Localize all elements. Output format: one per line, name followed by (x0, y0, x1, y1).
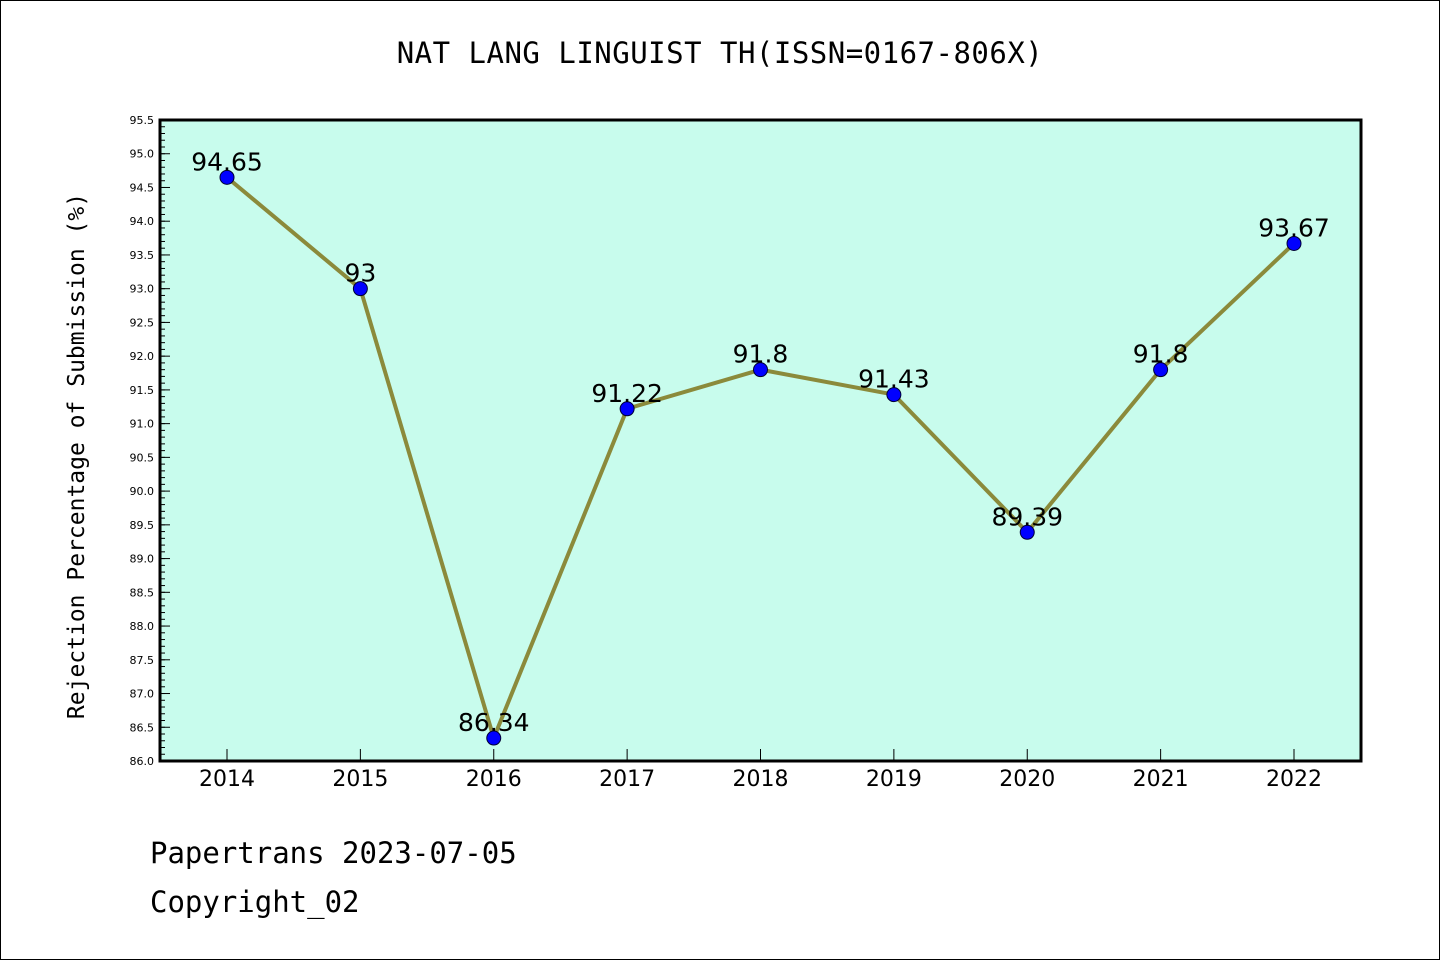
y-tick-label: 91.0 (130, 418, 155, 431)
data-label: 94.65 (191, 147, 263, 176)
plot-area (158, 118, 1363, 763)
data-label: 91.22 (591, 379, 663, 408)
y-tick-label: 92.0 (130, 350, 155, 363)
x-tick-label: 2022 (1266, 767, 1322, 792)
y-tick-label: 87.0 (130, 688, 155, 701)
y-tick-label: 93.0 (130, 283, 155, 296)
data-label: 86.34 (458, 708, 530, 737)
y-tick-label: 94.5 (130, 181, 155, 194)
data-point (1286, 235, 1302, 251)
data-point (1153, 362, 1169, 378)
y-tick-label: 95.5 (130, 114, 155, 127)
data-label: 91.8 (733, 340, 789, 369)
x-tick-label: 2021 (1133, 767, 1189, 792)
x-tick-label: 2015 (332, 767, 388, 792)
x-tick-label: 2020 (999, 767, 1055, 792)
y-tick-label: 94.0 (130, 215, 155, 228)
y-tick-label: 89.0 (130, 553, 155, 566)
data-point (1019, 524, 1035, 540)
y-tick-label: 93.5 (130, 249, 155, 262)
y-tick-label: 88.5 (130, 586, 155, 599)
y-tick-label: 88.0 (130, 620, 155, 633)
data-point (219, 169, 235, 185)
y-tick-label: 95.0 (130, 148, 155, 161)
y-axis-label: Rejection Percentage of Submission (%) (64, 193, 90, 719)
y-tick-label: 87.5 (130, 654, 155, 667)
footer-date: Papertrans 2023-07-05 (150, 836, 517, 870)
x-tick-label: 2018 (733, 767, 789, 792)
data-label: 91.43 (858, 365, 930, 394)
data-label: 93 (344, 259, 376, 288)
y-tick-label: 90.0 (130, 485, 155, 498)
y-tick-label: 86.0 (130, 755, 155, 768)
y-tick-label: 92.5 (130, 316, 155, 329)
data-point (486, 730, 502, 746)
y-tick-label: 86.5 (130, 721, 155, 734)
y-tick-label: 91.5 (130, 384, 155, 397)
data-label: 93.67 (1258, 213, 1330, 242)
x-tick-label: 2016 (466, 767, 522, 792)
x-tick-label: 2014 (199, 767, 255, 792)
data-label: 89.39 (991, 502, 1063, 531)
x-tick-label: 2019 (866, 767, 922, 792)
footer-copyright: Copyright_02 (150, 885, 360, 919)
y-tick-label: 90.5 (130, 451, 155, 464)
x-tick-label: 2017 (599, 767, 655, 792)
data-point (886, 387, 902, 403)
data-point (753, 362, 768, 378)
y-tick-label: 89.5 (130, 519, 155, 532)
data-point (619, 401, 635, 417)
chart-title: NAT LANG LINGUIST TH(ISSN=0167-806X) (396, 36, 1044, 70)
data-point (352, 281, 368, 297)
data-label: 91.8 (1133, 340, 1189, 369)
